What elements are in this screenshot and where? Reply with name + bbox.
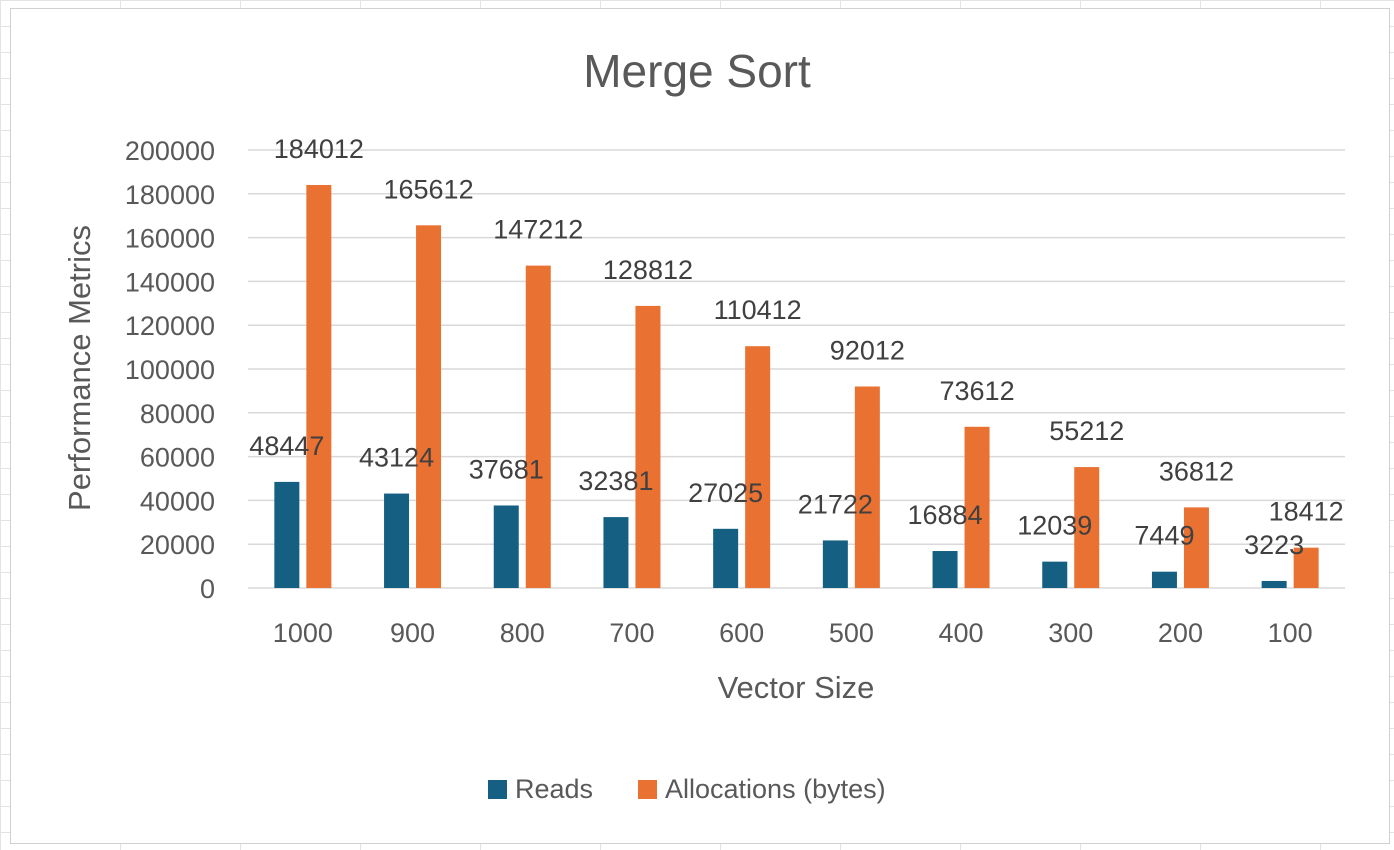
x-tick-label: 100 [1268,618,1313,648]
y-axis-ticks: 0 20000 40000 60000 80000 100000 120000 140000 1… [125,136,215,604]
data-label: 18412 [1269,497,1344,527]
y-tick-label: 140000 [125,267,215,297]
data-label: 3223 [1244,530,1304,560]
chart-title: Merge Sort [583,45,811,97]
legend-label: Reads [515,774,593,804]
data-label: 37681 [469,454,544,484]
bar-allocations-bytes-500[interactable] [854,386,880,588]
chart-container[interactable] [10,8,1390,844]
legend-swatch [638,780,657,799]
bar-reads-100[interactable] [1261,580,1287,588]
data-label: 73612 [940,376,1015,406]
data-label: 55212 [1049,416,1124,446]
y-tick-label: 180000 [125,180,215,210]
bar-allocations-bytes-800[interactable] [525,265,551,588]
x-tick-label: 900 [390,618,435,648]
x-tick-label: 400 [939,618,984,648]
bar-reads-700[interactable] [603,517,629,588]
data-labels: 48447 184012 43124 165612 37681 147212 32381 12… [249,134,1343,560]
x-tick-label: 800 [500,618,545,648]
y-tick-label: 60000 [140,443,215,473]
bar-reads-600[interactable] [713,528,739,588]
data-label: 12039 [1017,511,1092,541]
data-label: 165612 [383,174,473,204]
bar-allocations-bytes-200[interactable] [1183,507,1209,588]
x-axis-ticks: 1000 900 800 700 600 500 400 300 200 100 [273,618,1313,648]
bar-allocations-bytes-700[interactable] [635,305,661,588]
y-tick-label: 160000 [125,224,215,254]
data-label: 48447 [249,431,324,461]
bar-allocations-bytes-100[interactable] [1293,547,1319,588]
x-tick-label: 300 [1048,618,1093,648]
data-label: 16884 [908,500,983,530]
y-tick-label: 80000 [140,399,215,429]
bar-reads-900[interactable] [384,493,410,588]
data-label: 184012 [274,134,364,164]
data-label: 110412 [714,295,802,325]
y-axis-title: Performance Metrics [62,225,97,511]
bar-allocations-bytes-300[interactable] [1074,467,1100,588]
legend-label: Allocations (bytes) [665,774,886,804]
data-label: 21722 [798,489,873,519]
data-label: 92012 [830,335,905,365]
y-tick-label: 0 [200,574,215,604]
bar-reads-400[interactable] [932,551,958,588]
bar-reads-200[interactable] [1151,571,1177,588]
y-tick-label: 200000 [125,136,215,166]
bar-allocations-bytes-1000[interactable] [306,185,332,588]
legend-swatch [488,780,507,799]
y-tick-label: 40000 [140,486,215,516]
bar-reads-800[interactable] [493,505,519,588]
legend: Reads Allocations (bytes) [488,774,886,804]
data-label: 27025 [688,478,763,508]
data-label: 147212 [493,215,583,245]
y-tick-label: 120000 [125,311,215,341]
bar-reads-1000[interactable] [274,481,300,588]
x-tick-label: 600 [719,618,764,648]
x-axis-title: Vector Size [718,670,875,705]
x-tick-label: 200 [1158,618,1203,648]
x-tick-label: 1000 [273,618,333,648]
data-label: 128812 [603,255,693,285]
data-label: 43124 [359,443,434,473]
bar-allocations-bytes-900[interactable] [416,225,442,588]
bar-allocations-bytes-600[interactable] [745,346,771,588]
x-tick-label: 700 [609,618,654,648]
bar-reads-500[interactable] [822,540,848,588]
y-tick-label: 100000 [125,355,215,385]
data-label: 36812 [1159,456,1234,486]
bars [274,185,1319,588]
data-label: 32381 [578,466,653,496]
x-tick-label: 500 [829,618,874,648]
bar-allocations-bytes-400[interactable] [964,426,990,588]
y-tick-label: 20000 [140,530,215,560]
bar-reads-300[interactable] [1042,561,1068,588]
data-label: 7449 [1134,521,1194,551]
